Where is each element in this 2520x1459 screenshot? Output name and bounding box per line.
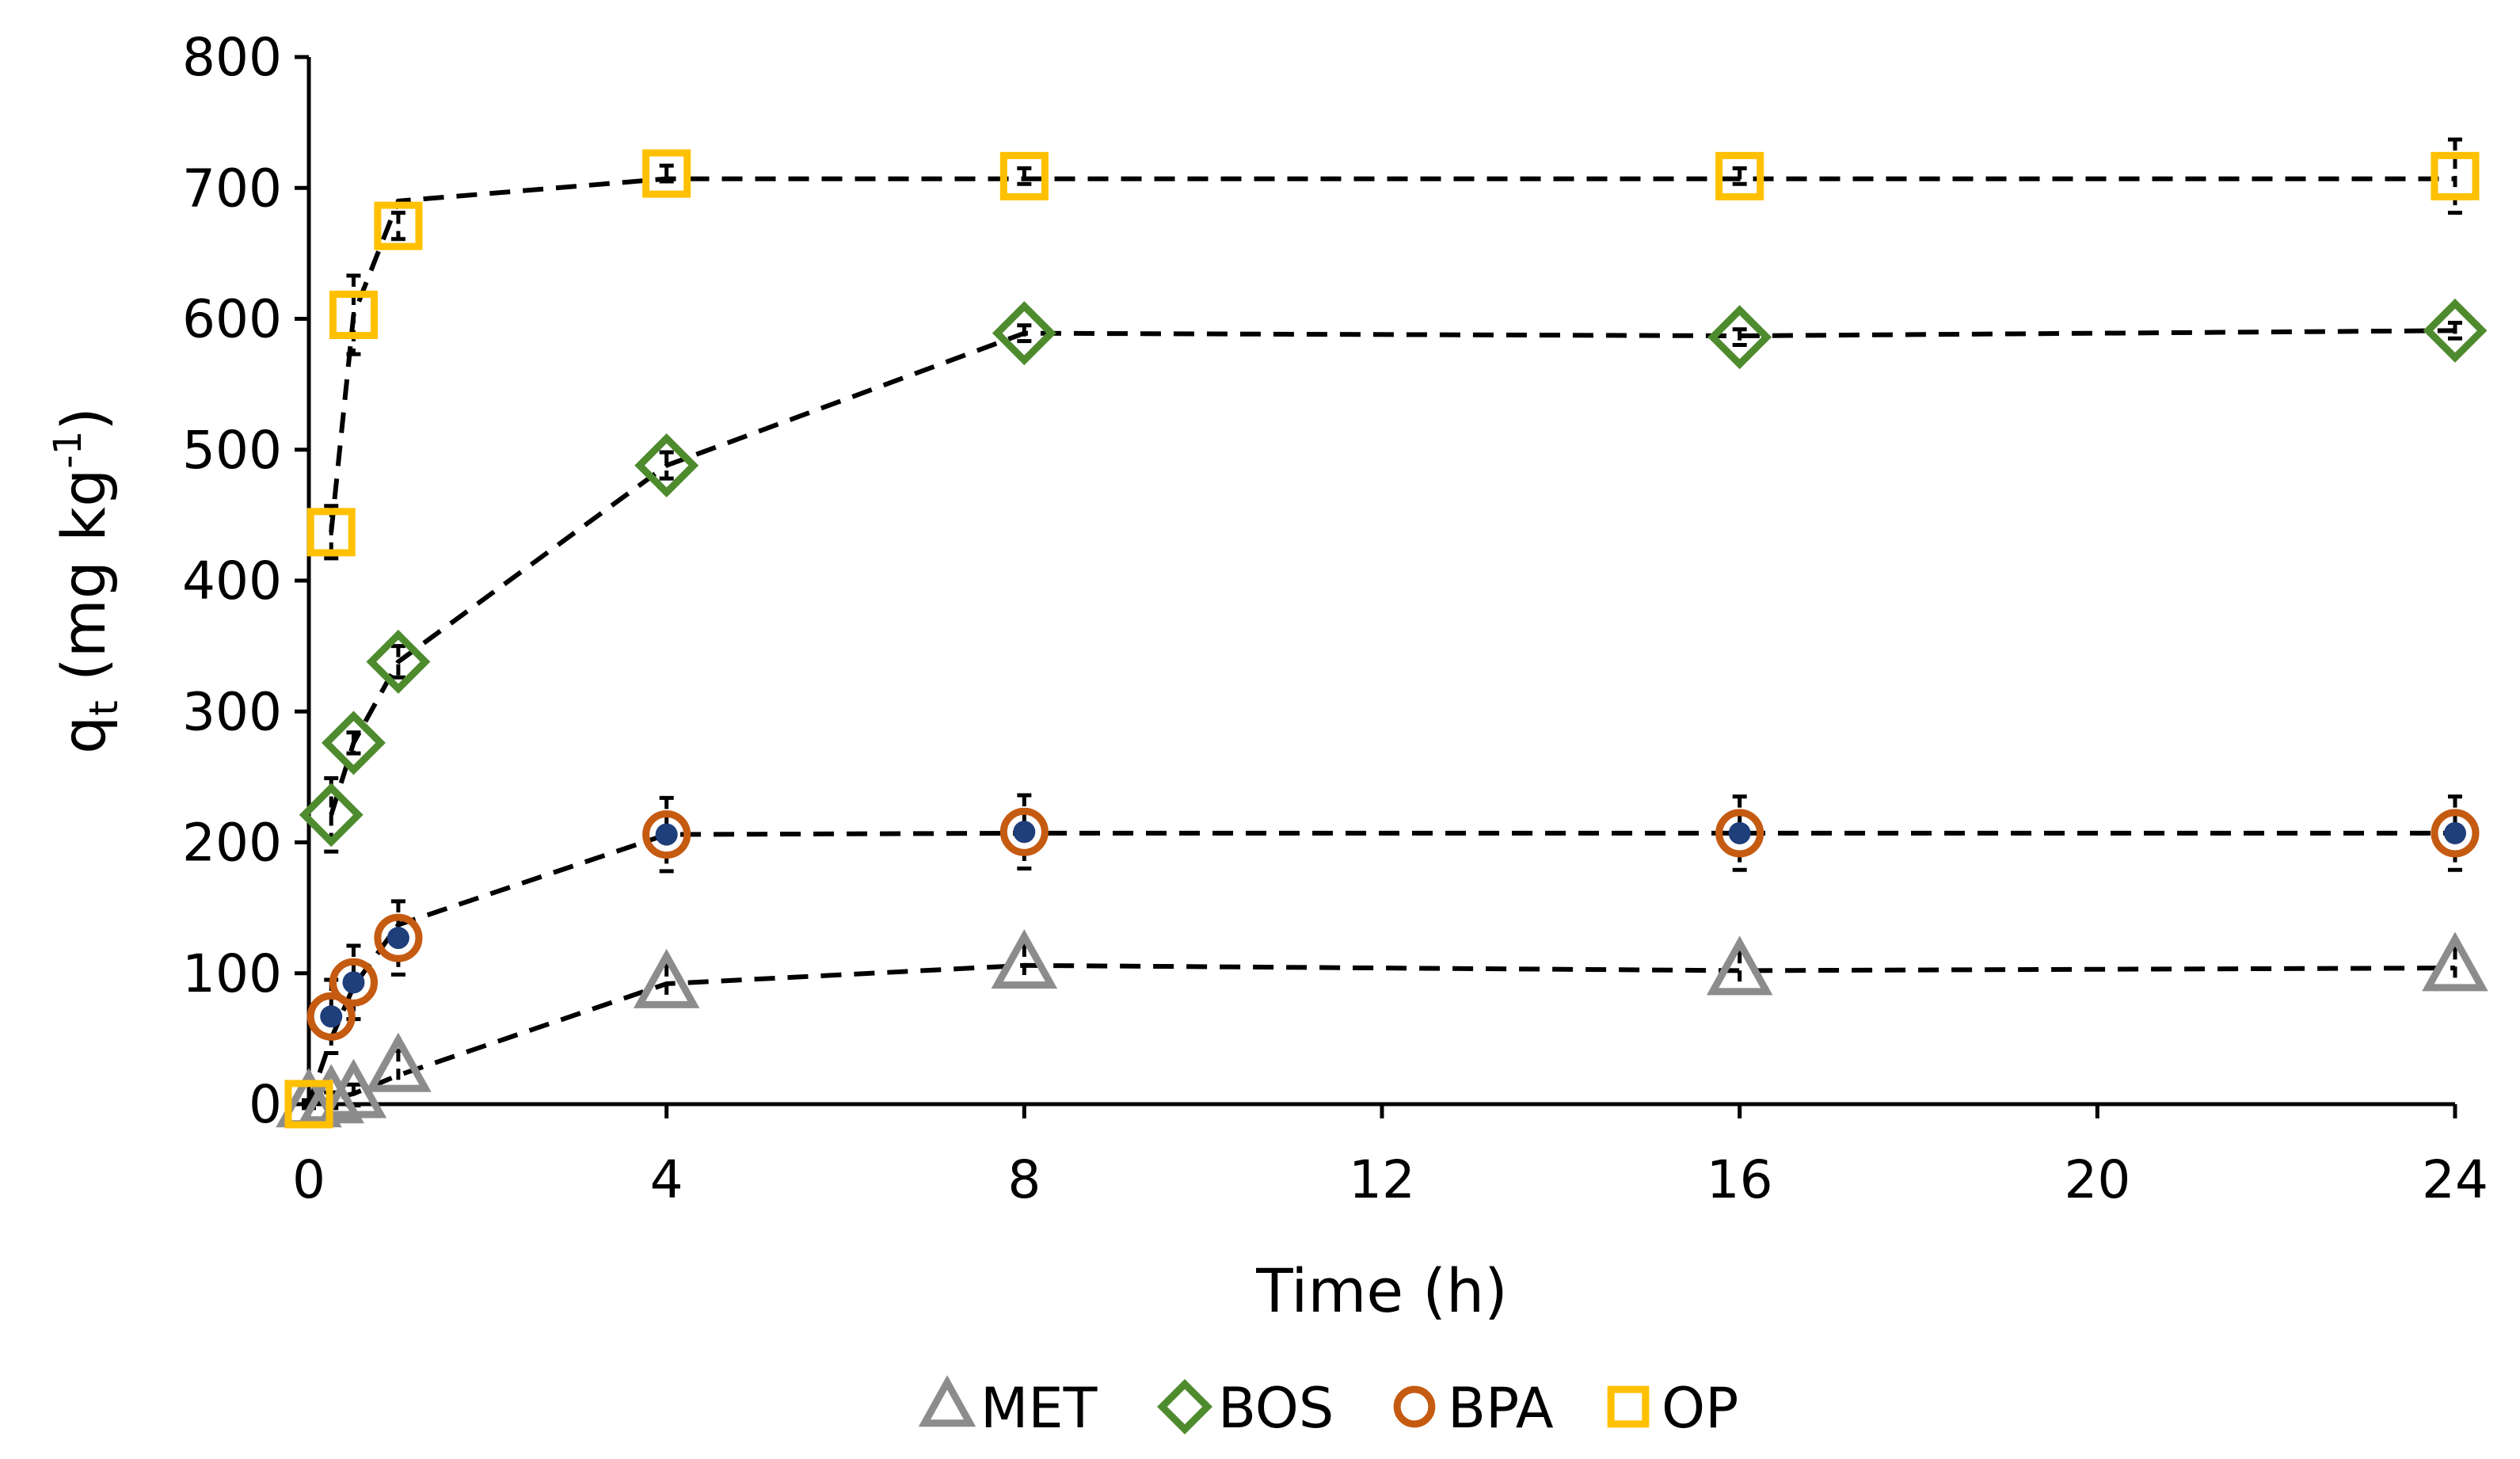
hidden-point bbox=[1013, 821, 1036, 844]
legend-item-bos: BOS bbox=[1157, 1376, 1334, 1441]
x-tick-label: 8 bbox=[1007, 1149, 1041, 1210]
point-bpa bbox=[642, 810, 691, 859]
x-tick-label: 16 bbox=[1707, 1149, 1773, 1210]
y-axis-title-subscript: t bbox=[81, 700, 127, 716]
point-bos bbox=[299, 783, 364, 848]
hidden-point bbox=[1728, 821, 1751, 844]
point-bpa bbox=[999, 807, 1049, 856]
x-tick-label: 24 bbox=[2422, 1149, 2488, 1210]
legend-item-met: MET bbox=[918, 1375, 1098, 1441]
y-tick-label: 0 bbox=[249, 1074, 282, 1135]
point-bos bbox=[1707, 305, 1772, 370]
point-met bbox=[365, 1032, 432, 1092]
point-op bbox=[306, 508, 356, 557]
point-bpa bbox=[306, 992, 356, 1041]
legend-marker-bos bbox=[1157, 1379, 1212, 1434]
legend-marker-op bbox=[1607, 1385, 1650, 1428]
point-bos bbox=[634, 433, 699, 498]
fit-line-bpa bbox=[306, 830, 2455, 1105]
point-op bbox=[374, 201, 423, 250]
x-tick-label: 0 bbox=[292, 1149, 325, 1210]
y-tick-label: 300 bbox=[182, 681, 282, 742]
legend-label-bos: BOS bbox=[1218, 1376, 1334, 1441]
y-tick-label: 700 bbox=[182, 158, 282, 219]
y-tick-label: 600 bbox=[182, 289, 282, 350]
point-op bbox=[1715, 151, 1764, 200]
point-bos bbox=[992, 301, 1056, 366]
hidden-point bbox=[655, 823, 678, 846]
x-tick-label: 20 bbox=[2064, 1149, 2130, 1210]
axis-titles: Time (h) qt (mg kg-1) bbox=[46, 407, 1508, 1326]
x-tick-label: 4 bbox=[650, 1149, 683, 1210]
point-met bbox=[2422, 931, 2488, 992]
axes: 0 100 200 300 400 500 600 700 800 0 4 8 12 16 20 24 bbox=[182, 27, 2488, 1210]
point-bos bbox=[2423, 298, 2488, 363]
x-tick-label: 12 bbox=[1349, 1149, 1415, 1210]
hidden-point bbox=[320, 1005, 343, 1028]
y-axis-title-superscript: -1 bbox=[46, 431, 90, 469]
legend: MET BOS BPA OP bbox=[918, 1375, 1738, 1441]
legend-label-bpa: BPA bbox=[1448, 1376, 1554, 1441]
fit-line-met bbox=[308, 962, 2456, 1107]
legend-marker-met bbox=[918, 1375, 976, 1427]
y-tick-label: 400 bbox=[182, 550, 282, 611]
x-axis-title: Time (h) bbox=[1255, 1255, 1508, 1326]
y-tick-label: 100 bbox=[182, 943, 282, 1004]
y-axis-title: qt (mg kg-1) bbox=[46, 407, 127, 754]
fit-lines bbox=[306, 176, 2456, 1107]
point-met bbox=[633, 948, 700, 1008]
y-tick-label: 800 bbox=[182, 27, 282, 88]
point-bpa bbox=[374, 913, 423, 962]
y-axis-title-base: q bbox=[48, 716, 119, 754]
hidden-point bbox=[2444, 821, 2466, 844]
fit-line-bos bbox=[329, 328, 2456, 816]
point-op bbox=[642, 149, 691, 198]
hidden-point bbox=[386, 927, 409, 950]
point-bpa bbox=[329, 958, 378, 1007]
error-bars bbox=[302, 137, 2462, 1110]
point-op bbox=[284, 1080, 333, 1129]
point-bos bbox=[366, 629, 431, 694]
legend-item-op: OP bbox=[1607, 1376, 1738, 1441]
y-tick-label: 500 bbox=[182, 420, 282, 481]
legend-label-op: OP bbox=[1662, 1376, 1738, 1441]
legend-marker-bpa bbox=[1393, 1385, 1436, 1428]
y-axis-title-close: ) bbox=[48, 407, 119, 431]
point-op bbox=[329, 291, 378, 340]
point-op bbox=[2431, 151, 2480, 200]
hidden-point bbox=[342, 971, 365, 994]
point-met bbox=[991, 929, 1058, 989]
point-met bbox=[1706, 935, 1773, 996]
point-bos bbox=[321, 710, 386, 775]
point-op bbox=[999, 151, 1049, 200]
legend-label-met: MET bbox=[980, 1376, 1098, 1441]
y-tick-label: 200 bbox=[182, 813, 282, 874]
point-bpa bbox=[1715, 809, 1764, 858]
data-points bbox=[276, 149, 2488, 1129]
point-bpa bbox=[2431, 809, 2480, 858]
y-axis-title-unit: (mg kg bbox=[48, 469, 119, 701]
legend-item-bpa: BPA bbox=[1393, 1376, 1554, 1441]
